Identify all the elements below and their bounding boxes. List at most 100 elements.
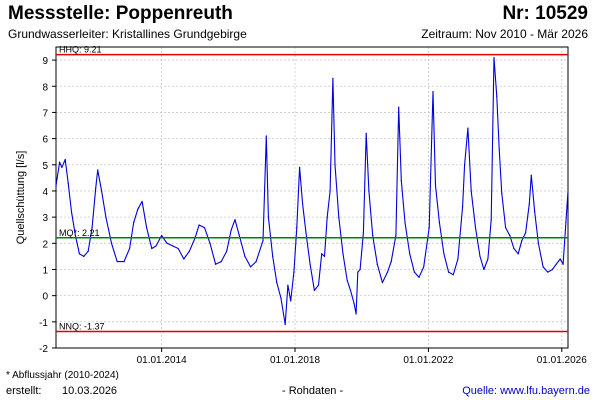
data-point [559, 258, 561, 260]
data-point [55, 185, 57, 187]
y-axis-label: Quellschüttung [l/s] [15, 151, 27, 245]
data-point [214, 263, 217, 265]
data-point [534, 211, 536, 213]
data-point [91, 227, 93, 229]
data-point [493, 56, 495, 59]
data-point [97, 169, 99, 171]
data-point [166, 242, 168, 244]
x-tick-label: 01.01.2018 [270, 355, 320, 366]
y-tick-label: 0 [42, 292, 48, 303]
data-point [255, 261, 257, 263]
reference-line-label: HHQ: 9.21 [59, 45, 102, 55]
data-point [280, 297, 282, 299]
data-point [434, 185, 437, 187]
data-point [525, 232, 527, 234]
data-point [177, 247, 179, 250]
data-point [334, 164, 336, 166]
data-point [342, 253, 344, 255]
y-tick-label: 2 [42, 239, 48, 250]
data-point [133, 221, 135, 223]
y-tick-label: 7 [42, 108, 48, 119]
aquifer-label: Grundwasserleiter: Kristallines Grundgeb… [8, 27, 247, 41]
data-point [530, 174, 532, 176]
series-line [55, 56, 569, 325]
data-point [365, 132, 367, 134]
data-point [547, 271, 549, 273]
y-tick-label: -2 [39, 344, 48, 355]
data-point [332, 77, 334, 80]
y-tick-label: -1 [39, 318, 48, 329]
data-point [386, 271, 389, 273]
data-point [443, 253, 445, 255]
data-point [362, 232, 365, 234]
data-point [438, 221, 440, 223]
data-point [155, 245, 157, 247]
data-point [249, 266, 252, 268]
page-title: Messstelle: Poppenreuth [8, 3, 233, 24]
data-point [470, 190, 472, 192]
data-point [381, 281, 383, 284]
data-point [203, 227, 206, 229]
period-label: Zeitraum: Nov 2010 - Mär 2026 [421, 27, 588, 41]
data-point [262, 240, 264, 242]
data-point [244, 255, 246, 257]
data-point [562, 263, 564, 265]
data-point [457, 258, 459, 260]
data-point [467, 127, 469, 129]
y-tick-label: 3 [42, 213, 48, 224]
data-point [305, 232, 307, 234]
data-point [87, 250, 89, 252]
data-point [404, 221, 406, 223]
data-point [83, 255, 85, 257]
data-point [509, 234, 511, 237]
data-point [432, 90, 434, 93]
data-point [542, 266, 544, 268]
data-point [474, 227, 477, 229]
data-point [479, 255, 481, 257]
data-point [183, 258, 185, 260]
x-tick-label: 01.01.2026 [537, 355, 587, 366]
data-point [309, 263, 311, 265]
data-point [323, 255, 326, 257]
data-point [565, 221, 567, 223]
data-point [276, 281, 278, 284]
data-point [447, 271, 450, 273]
data-point [551, 268, 553, 271]
data-point [272, 255, 274, 257]
data-point [267, 216, 269, 218]
data-point [151, 247, 153, 250]
data-point [161, 234, 163, 237]
data-point [409, 253, 411, 255]
data-point [357, 271, 359, 273]
data-point [321, 253, 323, 255]
data-point [137, 208, 139, 210]
data-point [123, 261, 125, 263]
data-point [513, 247, 515, 250]
data-point [298, 166, 301, 168]
y-tick-label: 1 [42, 265, 48, 276]
y-tick-label: 8 [42, 82, 48, 93]
station-number: Nr: 10529 [502, 3, 588, 24]
data-point [188, 250, 190, 252]
created-label: erstellt: [6, 385, 42, 397]
data-point [198, 224, 200, 226]
data-point [517, 253, 519, 255]
source-link[interactable]: Quelle: www.lfu.bayern.de [462, 385, 590, 397]
data-point [338, 216, 340, 218]
data-point [326, 216, 328, 218]
data-point [452, 274, 454, 276]
data-point [145, 227, 148, 229]
data-point [555, 263, 557, 265]
data-point [463, 164, 466, 166]
data-point [537, 242, 540, 244]
data-point [64, 158, 66, 161]
data-point [238, 234, 240, 237]
data-point [353, 302, 355, 305]
data-point [234, 219, 236, 221]
data-point [418, 276, 420, 278]
data-point [301, 203, 304, 205]
data-point [349, 289, 352, 292]
data-point [313, 289, 315, 292]
data-point [284, 323, 286, 326]
data-point [498, 148, 500, 150]
